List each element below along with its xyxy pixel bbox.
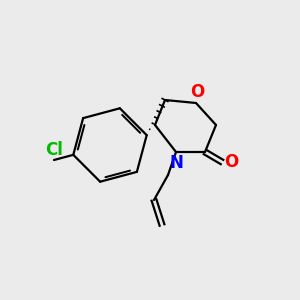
Text: O: O — [190, 83, 204, 101]
Text: O: O — [224, 153, 238, 171]
Text: N: N — [169, 154, 183, 172]
Text: Cl: Cl — [45, 141, 63, 159]
